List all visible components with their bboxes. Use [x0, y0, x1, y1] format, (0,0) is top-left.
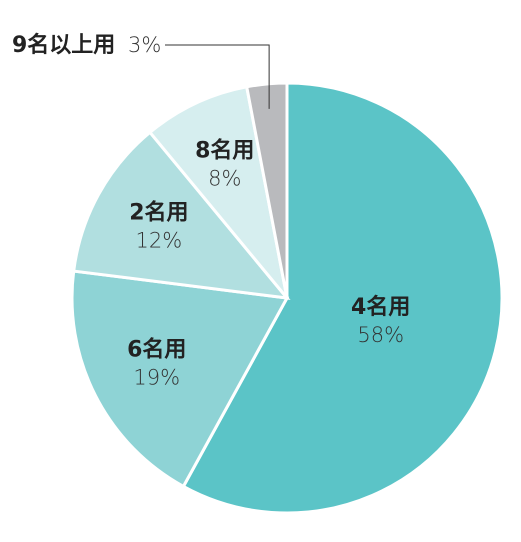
- value-label: 12%: [136, 229, 183, 253]
- category-label: 6名用: [127, 336, 186, 362]
- pie-slice: [244, 81, 289, 299]
- value-label: 8%: [208, 167, 241, 191]
- value-label: 3%: [128, 33, 161, 57]
- pie-slice: [70, 269, 290, 489]
- category-label: 4名用: [351, 294, 410, 320]
- leader-line: [165, 44, 270, 109]
- category-label: 2名用: [129, 200, 188, 226]
- category-label: 8名用: [195, 138, 254, 164]
- pie-slice: [72, 130, 291, 300]
- pie-slice: [147, 85, 289, 299]
- category-label: 9名以上用: [12, 32, 115, 58]
- pie-slice: [181, 81, 504, 515]
- value-label: 19%: [133, 365, 180, 389]
- value-label: 58%: [357, 323, 404, 347]
